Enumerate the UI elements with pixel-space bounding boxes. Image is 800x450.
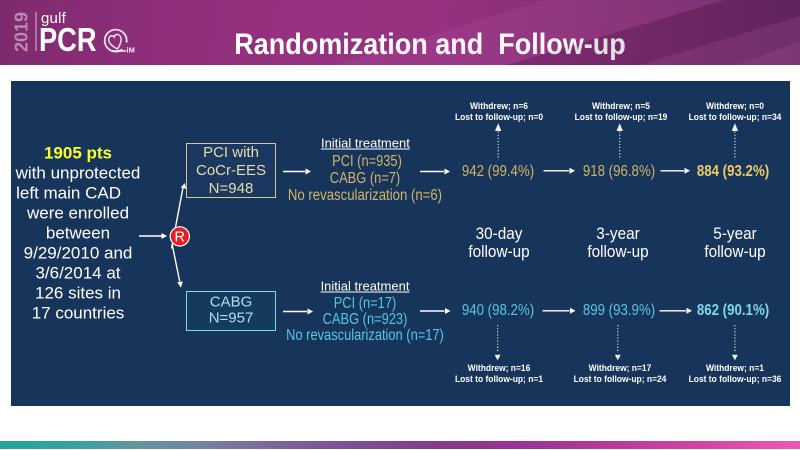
svg-text:iM: iM — [127, 46, 135, 55]
svg-text:R: R — [175, 230, 185, 246]
